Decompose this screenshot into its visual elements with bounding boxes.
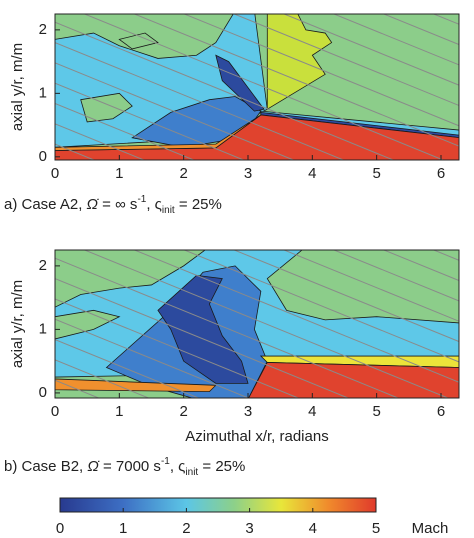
x-axis-label: Azimuthal x/r, radians bbox=[185, 428, 328, 445]
contour-region bbox=[80, 92, 133, 123]
x-tick-label: 1 bbox=[115, 165, 123, 182]
caption-param: , ς bbox=[146, 196, 162, 213]
contour-region bbox=[266, 14, 333, 110]
streamline bbox=[55, 359, 150, 398]
colorbar-tick-label: 3 bbox=[245, 520, 253, 537]
colorbar-tick-label: 5 bbox=[372, 520, 380, 537]
streamline bbox=[55, 123, 146, 160]
colorbar bbox=[59, 497, 377, 513]
colorbar-tick-label: 0 bbox=[56, 520, 64, 537]
colorbar-tick-label: 1 bbox=[119, 520, 127, 537]
y-axis-label: axial y/r, m/m bbox=[9, 280, 26, 368]
caption-rate-exp: -1 bbox=[137, 194, 146, 205]
y-tick-label: 1 bbox=[39, 320, 47, 337]
streamline bbox=[183, 14, 459, 127]
streamline bbox=[83, 250, 450, 398]
colorbar-tick-label: 4 bbox=[309, 520, 317, 537]
x-tick-label: 4 bbox=[308, 165, 316, 182]
contour-plot bbox=[55, 0, 460, 160]
contour-region bbox=[260, 111, 459, 139]
colorbar-tick-label: 2 bbox=[182, 520, 190, 537]
contour-region bbox=[215, 54, 265, 112]
streamline bbox=[55, 42, 345, 160]
streamline bbox=[55, 62, 295, 160]
caption: a) Case A2, Ω̇ = ∞ s-1, ςinit = 25% bbox=[4, 194, 222, 216]
caption-param: , ς bbox=[170, 458, 186, 475]
streamline bbox=[332, 250, 459, 302]
caption-rate: = 7000 s bbox=[99, 458, 161, 475]
streamline bbox=[382, 250, 459, 282]
contour-region bbox=[55, 309, 121, 340]
x-tick-label: 3 bbox=[244, 403, 252, 420]
x-tick-label: 6 bbox=[437, 403, 445, 420]
x-tick-label: 2 bbox=[179, 165, 187, 182]
contour-region bbox=[248, 362, 459, 398]
caption: b) Case B2, Ω̇ = 7000 s-1, ςinit = 25% bbox=[4, 456, 245, 478]
colorbar-label: Mach bbox=[412, 520, 449, 537]
streamline bbox=[55, 103, 196, 160]
streamline bbox=[183, 250, 459, 363]
streamline bbox=[282, 250, 459, 322]
caption-rate-exp: -1 bbox=[161, 456, 170, 467]
caption-rate: = ∞ s bbox=[98, 196, 137, 213]
streamline bbox=[382, 14, 459, 46]
streamline bbox=[55, 339, 200, 398]
streamline bbox=[55, 257, 400, 398]
y-axis-label: axial y/r, m/m bbox=[9, 43, 26, 131]
x-tick-label: 5 bbox=[372, 403, 380, 420]
plot-frame bbox=[54, 13, 460, 161]
x-tick-label: 0 bbox=[51, 403, 59, 420]
streamline bbox=[55, 318, 250, 398]
x-tick-label: 0 bbox=[51, 165, 59, 182]
y-tick-label: 0 bbox=[39, 148, 47, 165]
x-tick-label: 4 bbox=[308, 403, 316, 420]
streamline bbox=[332, 14, 459, 66]
caption-param-sub: init bbox=[162, 205, 175, 216]
caption-symbol: Ω̇ bbox=[87, 458, 99, 475]
y-tick-label: 0 bbox=[39, 384, 47, 401]
caption-param-value: = 25% bbox=[175, 196, 222, 213]
streamline bbox=[55, 82, 245, 160]
contour-plot bbox=[55, 250, 459, 398]
x-tick-label: 5 bbox=[372, 165, 380, 182]
x-tick-label: 1 bbox=[115, 403, 123, 420]
streamline bbox=[55, 278, 350, 398]
x-tick-label: 2 bbox=[179, 403, 187, 420]
caption-param-sub: init bbox=[185, 467, 198, 478]
caption-param-value: = 25% bbox=[198, 458, 245, 475]
streamline bbox=[133, 250, 459, 383]
plot-frame bbox=[54, 249, 460, 399]
y-tick-label: 2 bbox=[39, 21, 47, 38]
y-tick-label: 2 bbox=[39, 257, 47, 274]
streamline bbox=[133, 14, 459, 147]
caption-label: a) Case A2, bbox=[4, 196, 87, 213]
streamline bbox=[55, 298, 300, 398]
contour-region bbox=[157, 274, 249, 384]
streamline bbox=[232, 14, 459, 107]
contour-region bbox=[55, 114, 262, 151]
streamline bbox=[232, 250, 459, 343]
y-tick-label: 1 bbox=[39, 84, 47, 101]
x-tick-label: 6 bbox=[437, 165, 445, 182]
streamline bbox=[282, 14, 459, 86]
x-tick-label: 3 bbox=[244, 165, 252, 182]
caption-label: b) Case B2, bbox=[4, 458, 87, 475]
streamline bbox=[83, 14, 445, 160]
streamline bbox=[55, 0, 460, 4]
caption-symbol: Ω̇ bbox=[87, 196, 99, 213]
